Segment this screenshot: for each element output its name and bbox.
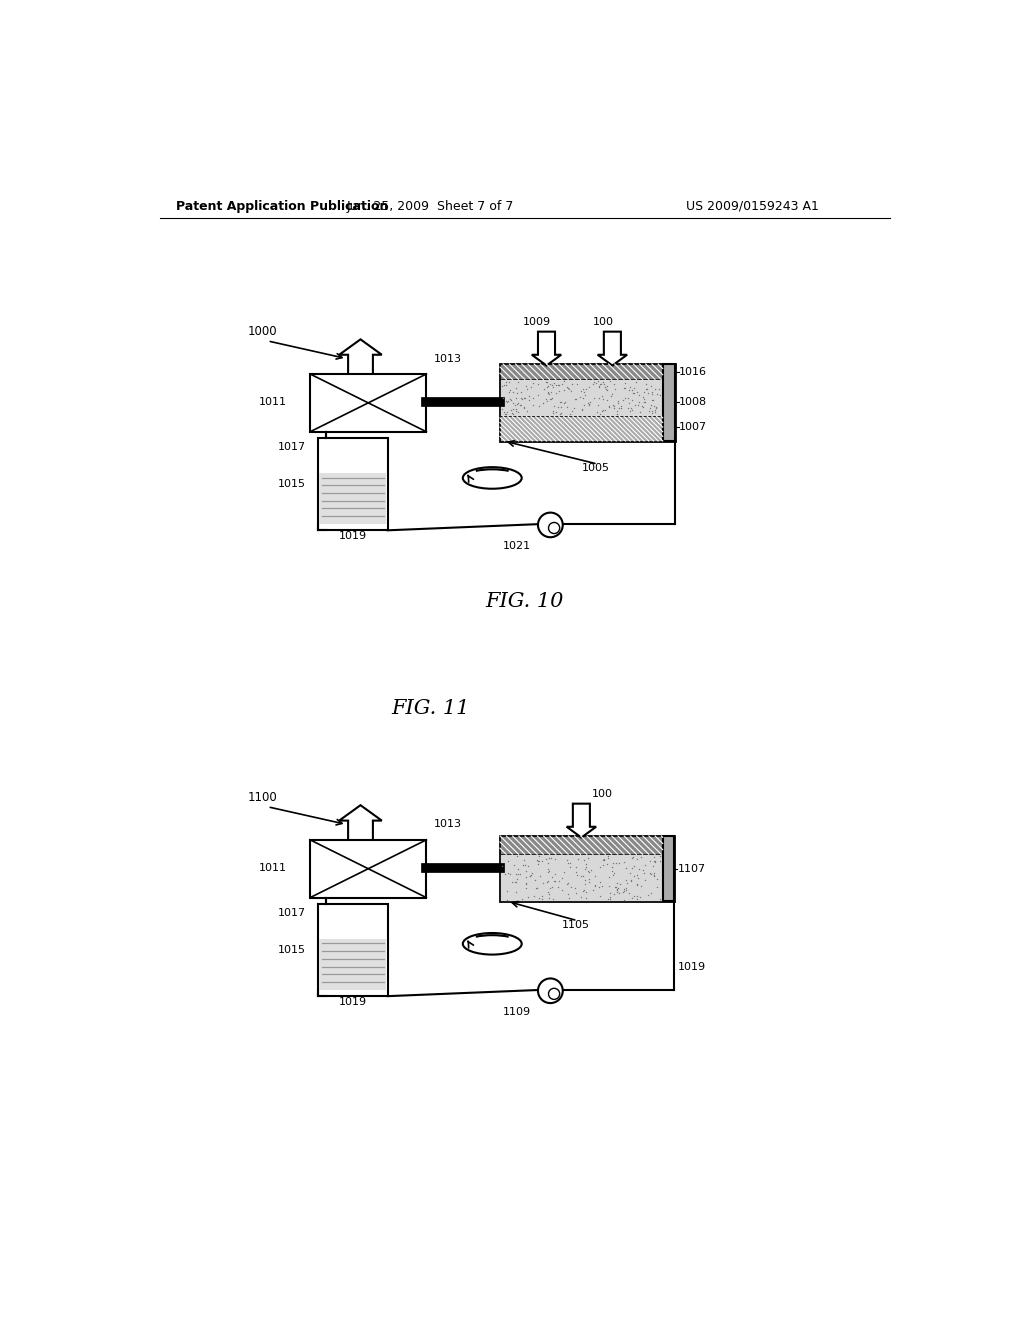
Text: 1013: 1013 (434, 820, 462, 829)
Text: Patent Application Publication: Patent Application Publication (176, 199, 388, 213)
Text: 1107: 1107 (678, 863, 706, 874)
Text: 1019: 1019 (339, 998, 367, 1007)
Polygon shape (339, 805, 382, 863)
Bar (500, 364, 675, 441)
Bar (319, 939, 386, 990)
Text: 100: 100 (593, 317, 614, 326)
Text: 1013: 1013 (434, 354, 462, 363)
Text: 1011: 1011 (259, 397, 287, 408)
Polygon shape (339, 339, 382, 397)
Text: 1007: 1007 (679, 422, 708, 432)
Text: 1011: 1011 (259, 863, 287, 874)
Bar (317, 438, 388, 531)
Polygon shape (531, 331, 561, 366)
Text: Jun. 25, 2009  Sheet 7 of 7: Jun. 25, 2009 Sheet 7 of 7 (346, 199, 514, 213)
Bar (500, 416, 663, 441)
Bar (500, 854, 663, 902)
Text: 1017: 1017 (279, 442, 306, 453)
Text: 1015: 1015 (279, 945, 306, 954)
Text: FIG. 11: FIG. 11 (391, 700, 469, 718)
Text: 1109: 1109 (503, 1007, 531, 1018)
Text: 1021: 1021 (503, 541, 531, 552)
Bar (310, 374, 426, 432)
Text: US 2009/0159243 A1: US 2009/0159243 A1 (686, 199, 819, 213)
Bar (500, 836, 663, 854)
Text: 1019: 1019 (678, 962, 706, 972)
Bar (310, 840, 426, 898)
Circle shape (549, 523, 560, 533)
Polygon shape (598, 331, 627, 366)
Text: FIG. 10: FIG. 10 (485, 591, 564, 611)
Text: 1017: 1017 (279, 908, 306, 917)
Ellipse shape (463, 933, 521, 954)
Text: 1008: 1008 (679, 397, 708, 408)
Bar (317, 904, 388, 997)
Text: 1105: 1105 (562, 920, 590, 929)
Text: 1005: 1005 (583, 463, 610, 473)
Bar (319, 473, 386, 524)
Text: 1100: 1100 (248, 791, 278, 804)
Text: 1019: 1019 (339, 532, 367, 541)
Text: 1009: 1009 (523, 317, 551, 326)
Bar (500, 364, 663, 379)
Text: 1016: 1016 (679, 367, 707, 376)
Ellipse shape (463, 467, 521, 488)
Circle shape (538, 978, 563, 1003)
Circle shape (549, 989, 560, 999)
Polygon shape (566, 804, 596, 837)
Circle shape (538, 512, 563, 537)
Bar (663, 364, 675, 441)
Bar (663, 836, 674, 902)
Text: 1015: 1015 (279, 479, 306, 490)
Bar (500, 836, 674, 902)
Text: 1000: 1000 (248, 325, 278, 338)
Text: 100: 100 (592, 788, 612, 799)
Bar (500, 379, 663, 416)
